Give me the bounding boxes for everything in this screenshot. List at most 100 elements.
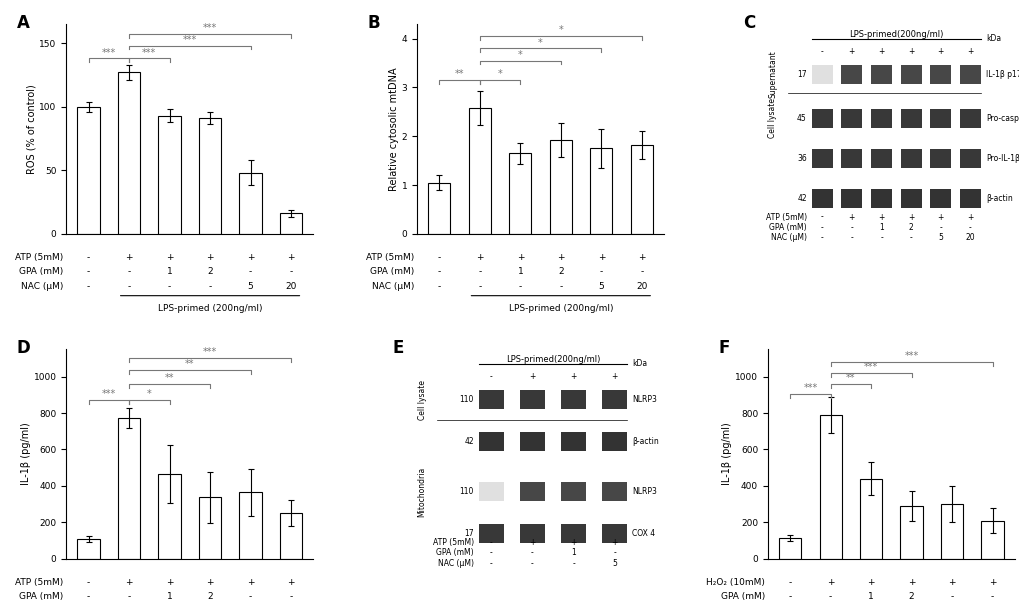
- Text: E: E: [392, 339, 404, 356]
- Text: -: -: [489, 558, 492, 567]
- Bar: [77, 539, 100, 559]
- Text: GPA (mM): GPA (mM): [768, 223, 806, 232]
- Text: -: -: [640, 267, 643, 276]
- Text: ***: ***: [863, 362, 877, 372]
- Text: ATP (5mM): ATP (5mM): [366, 252, 414, 261]
- Bar: [520, 524, 544, 543]
- Bar: [520, 432, 544, 451]
- Text: GPA (mM): GPA (mM): [19, 267, 63, 276]
- Text: -: -: [127, 282, 130, 291]
- Text: +: +: [556, 252, 565, 261]
- Bar: [602, 524, 627, 543]
- Text: -: -: [249, 267, 252, 276]
- Bar: [199, 118, 221, 234]
- Text: 2: 2: [908, 223, 913, 232]
- Text: -: -: [950, 593, 953, 601]
- Text: -: -: [478, 282, 481, 291]
- Text: ATP (5mM): ATP (5mM): [765, 213, 806, 222]
- Text: NAC (μM): NAC (μM): [437, 558, 474, 567]
- Bar: [239, 492, 262, 559]
- Text: -: -: [87, 593, 90, 601]
- Text: -: -: [289, 593, 292, 601]
- Text: C: C: [743, 14, 755, 31]
- Bar: [118, 418, 140, 559]
- Text: -: -: [850, 223, 853, 232]
- Text: -: -: [489, 538, 492, 547]
- Text: 5: 5: [598, 282, 603, 291]
- Text: -: -: [531, 558, 533, 567]
- Text: ***: ***: [142, 47, 156, 58]
- Bar: [560, 432, 585, 451]
- Text: COX 4: COX 4: [632, 529, 654, 538]
- Text: 2: 2: [207, 267, 213, 276]
- Text: -: -: [968, 223, 971, 232]
- Bar: [870, 189, 892, 207]
- Text: -: -: [879, 234, 882, 242]
- Text: +: +: [247, 578, 254, 587]
- Bar: [478, 390, 503, 409]
- Text: *: *: [558, 25, 562, 35]
- Bar: [929, 65, 951, 84]
- Text: 45: 45: [796, 114, 806, 123]
- Bar: [520, 483, 544, 501]
- Text: LPS-primed(200ng/ml): LPS-primed(200ng/ml): [505, 355, 599, 364]
- Text: Mitochondria: Mitochondria: [417, 467, 426, 517]
- Bar: [811, 149, 832, 168]
- Text: β-actin: β-actin: [632, 437, 658, 446]
- Text: +: +: [570, 372, 576, 381]
- Text: 1: 1: [517, 267, 523, 276]
- Text: -: -: [788, 578, 791, 587]
- Text: LPS-primed(200ng/ml): LPS-primed(200ng/ml): [848, 30, 943, 39]
- Bar: [478, 524, 503, 543]
- Text: GPA (mM): GPA (mM): [720, 593, 764, 601]
- Text: -: -: [87, 267, 90, 276]
- Text: -: -: [788, 593, 791, 601]
- Text: 42: 42: [797, 194, 806, 203]
- Text: β-actin: β-actin: [985, 194, 1012, 203]
- Bar: [630, 145, 652, 234]
- Text: ***: ***: [102, 389, 116, 400]
- Bar: [279, 513, 302, 559]
- Bar: [959, 65, 980, 84]
- Text: +: +: [877, 213, 883, 222]
- Text: -: -: [87, 282, 90, 291]
- Text: kDa: kDa: [985, 34, 1000, 43]
- Text: -: -: [489, 372, 492, 381]
- Text: NAC (μM): NAC (μM): [770, 234, 806, 242]
- Text: +: +: [206, 578, 214, 587]
- Bar: [602, 483, 627, 501]
- Text: -: -: [558, 282, 561, 291]
- Text: -: -: [87, 578, 90, 587]
- Text: ***: ***: [203, 347, 217, 358]
- Text: **: **: [846, 373, 855, 383]
- Text: 2: 2: [557, 267, 564, 276]
- Text: -: -: [850, 234, 853, 242]
- Text: NAC (μM): NAC (μM): [372, 282, 414, 291]
- Text: +: +: [966, 47, 973, 56]
- Bar: [900, 109, 921, 128]
- Text: LPS-primed (200ng/ml): LPS-primed (200ng/ml): [508, 304, 612, 313]
- Text: 5: 5: [937, 234, 943, 242]
- Bar: [841, 65, 861, 84]
- Bar: [929, 189, 951, 207]
- Text: GPA (mM): GPA (mM): [436, 548, 474, 557]
- Text: 20: 20: [965, 234, 974, 242]
- Text: +: +: [597, 252, 604, 261]
- Text: ATP (5mM): ATP (5mM): [15, 252, 63, 261]
- Bar: [980, 520, 1003, 559]
- Text: **: **: [184, 359, 195, 369]
- Text: -: -: [909, 234, 912, 242]
- Text: B: B: [367, 14, 380, 31]
- Text: +: +: [529, 538, 535, 547]
- Text: +: +: [529, 372, 535, 381]
- Text: Cell lysate: Cell lysate: [767, 99, 776, 138]
- Bar: [158, 115, 180, 234]
- Text: +: +: [611, 538, 618, 547]
- Text: +: +: [247, 252, 254, 261]
- Bar: [520, 390, 544, 409]
- Text: 20: 20: [636, 282, 647, 291]
- Text: +: +: [907, 578, 914, 587]
- Text: -: -: [828, 593, 832, 601]
- Text: -: -: [612, 548, 615, 557]
- Text: Pro-IL-1β: Pro-IL-1β: [985, 154, 1019, 163]
